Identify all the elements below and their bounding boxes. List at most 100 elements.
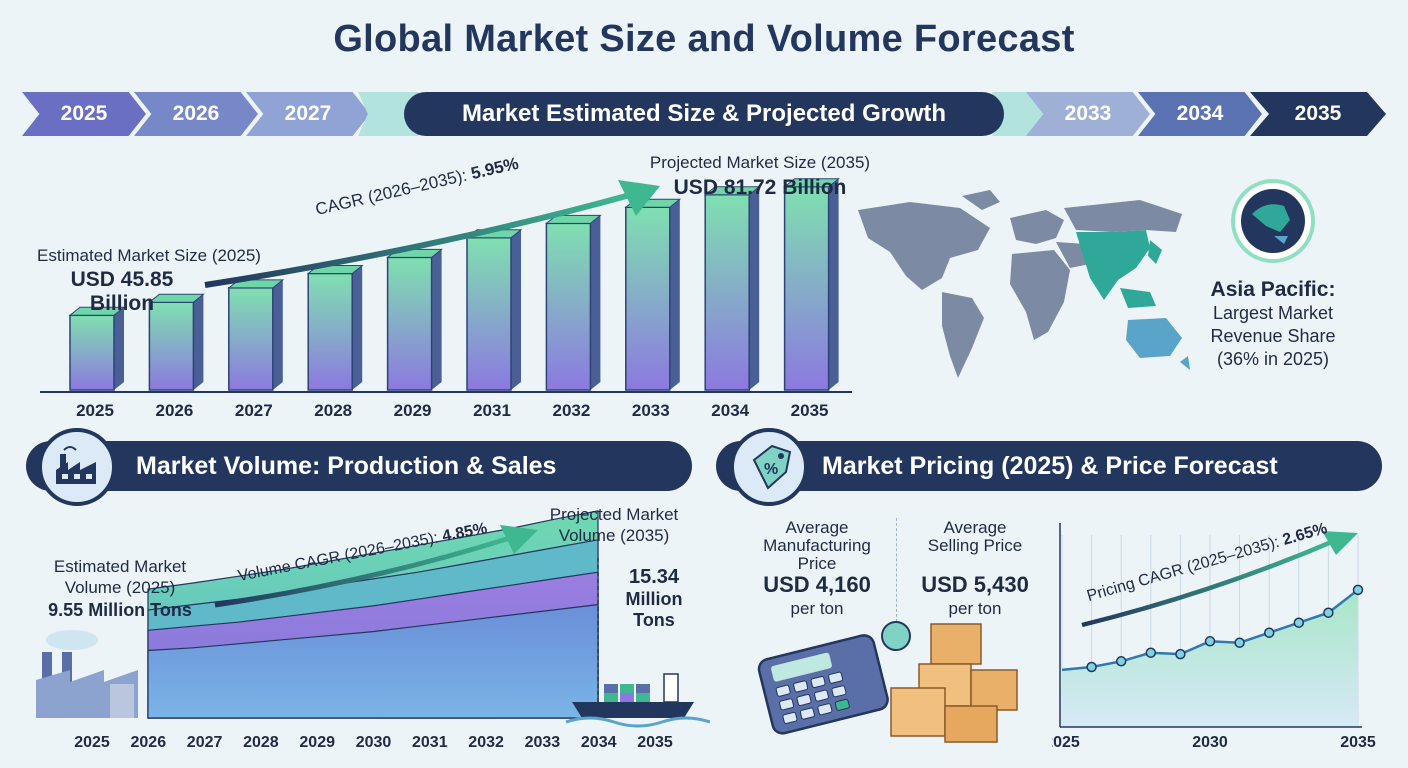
sell-price-unit: per ton [948,599,1002,618]
price-tick-label: 2030 [1192,734,1228,751]
price-growth-arrow [1081,538,1335,628]
projected-size-value: USD 81.72 Billion [673,176,847,199]
price-point [1323,607,1334,618]
bar-2026 [147,293,205,391]
bar-top [783,178,841,188]
price-point [1175,648,1186,660]
timeline-banner: Market Estimated Size & Projected Growth [404,92,1004,136]
bar-tick-label: 2035 [791,401,829,420]
bar-side [511,229,521,390]
bar-tick-label: 2031 [473,401,511,420]
volume-growth-arrow [214,535,511,608]
price-forecast-chart: 2025 2030 2035 [1052,523,1376,751]
projected-size-label: Projected Market Size (2035) [649,153,871,172]
north-asia [1064,200,1182,232]
boxes-icon [890,623,1018,743]
price-area [1062,589,1358,727]
pricing-illustration [757,621,1018,743]
bar-tick-label: 2034 [711,401,749,420]
volume-projected-label-2: Volume (2035) [558,526,670,545]
bar-2027 [227,279,285,391]
volume-tick-label: 2035 [637,734,673,751]
coin-icon [881,621,911,651]
region-name: Asia Pacific: [1210,278,1336,301]
price-point [1115,656,1127,667]
southeast-asia [1120,288,1156,308]
volume-tick-label: 2030 [356,734,392,751]
volume-section-title: Market Volume: Production & Sales [136,451,557,480]
region-desc-1: Largest Market [1212,303,1334,323]
bar-2025 [68,306,126,391]
mfg-price-label-3: Price [797,554,837,573]
volume-tick-label: 2031 [412,734,448,751]
bar-tick-label: 2027 [235,401,273,420]
bar-2029 [386,248,444,391]
bar-tick-label: 2025 [76,401,114,420]
mfg-price-label-2: Manufacturing [763,536,871,555]
bar-front [704,193,750,391]
estimated-size-value: USD 45.85 Billion [70,268,174,315]
sell-price-label-2: Selling Price [927,536,1023,555]
price-point [1234,637,1245,648]
bar-front [228,287,274,391]
volume-tick-label: 2034 [581,734,617,751]
africa [1010,250,1070,340]
price-point [1145,647,1157,658]
bar-front [307,272,353,391]
market-size-chart: 2025 2026 2027 2028 2029 2031 2032 2033 2034 2035 [40,178,852,420]
bar-top [147,293,205,303]
calculator-icon [757,634,889,735]
mfg-price-value: USD 4,160 [763,572,871,597]
pricing-section-banner: Market Pricing (2025) & Price Forecast [716,441,1382,491]
volume-projected-value-1: 15.34 [628,566,680,588]
bar-side [193,294,204,390]
growth-arrow [204,192,631,288]
greenland [962,190,1000,210]
globe-icon [1231,179,1315,263]
volume-projected-value-2: Million [625,589,683,609]
pricing-divider [896,518,897,622]
bar-front [545,222,592,391]
factory-icon [38,428,116,506]
page-title: Global Market Size and Volume Forecast [333,18,1075,60]
bar-tick-label: 2026 [155,401,193,420]
new-zealand [1180,356,1190,370]
bar-2034 [703,186,761,391]
timeline-year: 2034 [1138,92,1262,136]
volume-tick-label: 2032 [468,734,504,751]
bar-front [466,236,512,391]
sell-price-value: USD 5,430 [921,572,1029,597]
pricing-section-title: Market Pricing (2025) & Price Forecast [822,451,1278,480]
ship-icon [565,673,710,728]
svg-text:%: % [764,461,778,478]
price-tag-icon: % [730,428,808,506]
volume-arrow-head [500,525,538,554]
bar-2032 [544,214,602,391]
japan [1148,240,1162,264]
mfg-price-unit: per ton [790,599,844,618]
price-tick-label: 2025 [1052,734,1080,751]
bar-front [625,206,671,391]
volume-tick-label: 2028 [243,734,279,751]
timeline-year: 2033 [1026,92,1150,136]
bar-top [703,186,761,196]
bar-side [272,279,283,390]
bar-side [352,265,363,390]
volume-area-layer-4 [147,603,599,719]
price-point [1293,617,1305,628]
bar-side [749,186,760,390]
sell-price-label-1: Average [943,518,1007,537]
timeline-year: 2026 [134,92,258,136]
bar-tick-label: 2033 [632,401,670,420]
bar-front [69,314,115,391]
asia-pacific-region [1076,230,1150,300]
volume-tick-label: 2027 [187,734,223,751]
bar-2028 [306,265,364,391]
price-point [1352,584,1364,596]
volume-projected-label-1: Projected Market [549,505,679,524]
price-point [1263,627,1275,638]
south-america [942,292,984,378]
timeline-year: 2035 [1250,92,1386,136]
volume-tick-label: 2025 [74,734,110,751]
bar-top [68,306,126,316]
